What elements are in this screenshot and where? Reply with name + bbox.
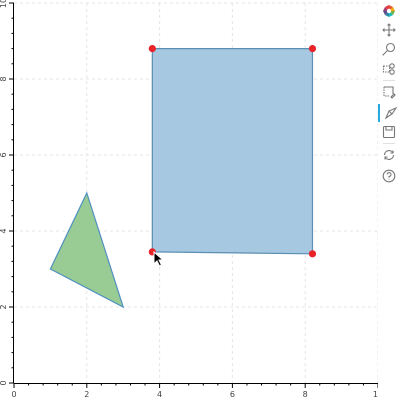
y-axis-ticks: 0 2 4 6 8 10 (0, 0, 14, 386)
toolbar (378, 0, 400, 200)
x-tick-label: 2 (84, 390, 89, 399)
x-tick-label: 0 (11, 390, 16, 399)
wheel-zoom-tool-icon[interactable] (380, 40, 398, 58)
y-tick-label: 2 (0, 304, 8, 309)
y-tick-label: 8 (0, 76, 8, 81)
poly-edit-tool-icon[interactable] (378, 104, 400, 122)
vertex-handles-layer[interactable] (148, 45, 317, 258)
y-tick-label: 4 (0, 228, 8, 233)
vertex-handle[interactable] (308, 250, 317, 258)
x-tick-label: 6 (230, 390, 235, 399)
save-tool-icon[interactable] (380, 123, 398, 141)
y-tick-label: 6 (0, 152, 8, 157)
plot-canvas[interactable]: 0 2 4 6 8 10 0 2 4 6 8 10 (0, 0, 378, 401)
vertex-handle[interactable] (308, 45, 317, 53)
poly-draw-tool-icon[interactable] (380, 83, 398, 101)
vertex-handle[interactable] (148, 45, 156, 53)
x-tick-label: 10 (373, 390, 378, 399)
toolbar-separator (383, 143, 395, 144)
mouse-cursor-icon (153, 250, 165, 271)
reset-tool-icon[interactable] (380, 146, 398, 164)
help-tool-icon[interactable] (380, 167, 398, 185)
shapes-layer[interactable] (49, 47, 314, 309)
x-tick-label: 4 (157, 390, 162, 399)
toolbar-separator (383, 80, 395, 81)
box-select-tool-icon[interactable] (380, 60, 398, 78)
rectangle-polygon[interactable] (151, 47, 314, 255)
y-tick-label: 10 (0, 0, 8, 8)
x-tick-label: 8 (303, 390, 308, 399)
triangle-polygon[interactable] (49, 191, 125, 309)
y-tick-label: 0 (0, 380, 8, 385)
pan-tool-icon[interactable] (380, 21, 398, 39)
bokeh-logo-icon[interactable] (380, 2, 398, 20)
axes: 0 2 4 6 8 10 0 2 4 6 8 10 (0, 0, 378, 399)
x-axis-ticks: 0 2 4 6 8 10 (11, 383, 378, 399)
